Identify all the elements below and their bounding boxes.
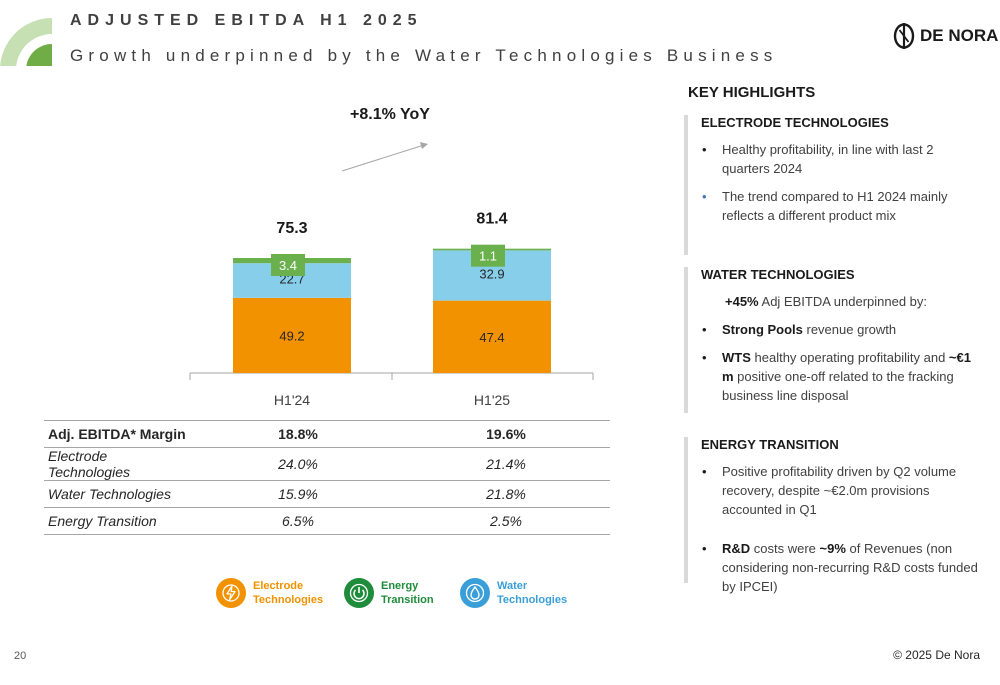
- h1-24-value: 18.8%: [194, 420, 402, 448]
- corner-decoration: [0, 0, 52, 66]
- bar-segment: [433, 300, 551, 373]
- legend-energy: Energy Transition: [344, 578, 434, 608]
- highlight-energy-bullet: R&D costs were ~9% of Revenues (non cons…: [701, 539, 983, 596]
- bar-value-label: 32.9: [479, 266, 504, 281]
- bar-segment-label-box: [471, 244, 505, 267]
- lightning-icon: [216, 578, 246, 608]
- page-subtitle: Growth underpinned by the Water Technolo…: [70, 46, 778, 65]
- bar-value-label: 47.4: [479, 330, 504, 345]
- bar-value-label: 49.2: [279, 328, 304, 343]
- highlight-water-intro: +45% Adj EBITDA underpinned by:: [725, 294, 928, 309]
- yoy-arrow-head: [420, 142, 428, 149]
- category-label: H1'24: [274, 392, 310, 408]
- highlight-water-bullet: Strong Pools revenue growth: [701, 320, 983, 339]
- legend-electrode: Electrode Technologies: [216, 578, 323, 608]
- row-label: Energy Transition: [44, 507, 194, 535]
- key-highlights-title: KEY HIGHLIGHTS: [688, 84, 816, 101]
- copyright: © 2025 De Nora: [893, 648, 980, 662]
- legend-energy-line2: Transition: [381, 594, 434, 606]
- highlight-electrode-bullet: Healthy profitability, in line with last…: [701, 140, 983, 178]
- de-nora-logo-icon: [893, 23, 915, 49]
- bar-value-label: 1.1: [479, 249, 497, 264]
- bar-total-label: 75.3: [276, 220, 307, 237]
- legend-electrode-line2: Technologies: [253, 594, 324, 606]
- highlight-electrode: ELECTRODE TECHNOLOGIES Healthy profitabi…: [684, 115, 983, 255]
- legend-water: Water Technologies: [460, 578, 567, 608]
- h1-24-value: 24.0%: [194, 447, 402, 481]
- highlight-energy-heading: ENERGY TRANSITION: [701, 437, 839, 452]
- legend-water-line2: Technologies: [497, 594, 568, 606]
- ebitda-margin-table: Adj. EBITDA* Margin 18.8% 19.6% Electrod…: [44, 420, 610, 535]
- legend-water-line1: Water: [497, 580, 528, 592]
- highlight-electrode-heading: ELECTRODE TECHNOLOGIES: [701, 115, 889, 130]
- table-row: Electrode Technologies 24.0% 21.4%: [44, 447, 610, 481]
- logo-text: DE NORA: [920, 26, 999, 45]
- de-nora-logo: DE NORA: [893, 22, 998, 50]
- h1-25-value: 21.8%: [402, 480, 610, 508]
- bar-total-label: 81.4: [476, 211, 507, 228]
- h1-24-value: 15.9%: [194, 480, 402, 508]
- page-number: 20: [14, 650, 27, 662]
- h1-25-value: 19.6%: [402, 420, 610, 448]
- row-label: Adj. EBITDA* Margin: [44, 420, 194, 448]
- bar-segment: [233, 297, 351, 373]
- row-label: Electrode Technologies: [44, 447, 194, 481]
- highlight-electrode-bullet: The trend compared to H1 2024 mainly ref…: [701, 187, 983, 225]
- table-row: Energy Transition 6.5% 2.5%: [44, 507, 610, 535]
- legend-electrode-line1: Electrode: [253, 580, 304, 592]
- highlight-energy: ENERGY TRANSITION Positive profitability…: [684, 437, 983, 594]
- yoy-arrow-line: [341, 144, 425, 172]
- h1-25-value: 2.5%: [402, 507, 610, 535]
- bar-value-label: 3.4: [279, 258, 297, 273]
- yoy-annotation: +8.1% YoY: [350, 106, 430, 123]
- table-row: Adj. EBITDA* Margin 18.8% 19.6%: [44, 420, 610, 448]
- h1-24-value: 6.5%: [194, 507, 402, 535]
- table-row: Water Technologies 15.9% 21.8%: [44, 480, 610, 508]
- water-drop-icon: [460, 578, 490, 608]
- highlight-water: WATER TECHNOLOGIES +45% Adj EBITDA under…: [684, 267, 983, 413]
- bar-segment-label-box: [271, 254, 305, 276]
- h1-25-value: 21.4%: [402, 447, 610, 481]
- highlight-water-heading: WATER TECHNOLOGIES: [701, 267, 855, 282]
- highlight-water-bullet: WTS healthy operating profitability and …: [701, 348, 983, 405]
- row-label: Water Technologies: [44, 480, 194, 508]
- highlight-energy-bullet: Positive profitability driven by Q2 volu…: [701, 462, 983, 519]
- category-label: H1'25: [474, 392, 510, 408]
- power-icon: [344, 578, 374, 608]
- legend-energy-line1: Energy: [381, 580, 419, 592]
- page-title: ADJUSTED EBITDA H1 2025: [70, 12, 423, 29]
